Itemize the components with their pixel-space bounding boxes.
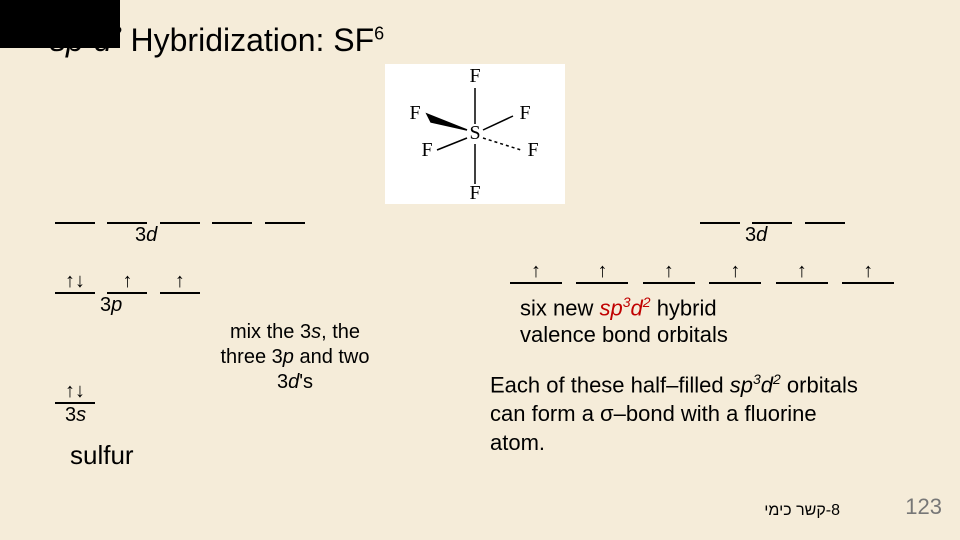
orbital-slot: ↑	[107, 270, 147, 294]
orbital-slot: ↑	[160, 270, 200, 294]
mix-text: , the	[321, 321, 360, 343]
left-3p-label: 3p	[100, 294, 122, 317]
left-3p-orbitals: ↑↓ ↑ ↑	[55, 270, 208, 294]
left-3s-label: 3s	[65, 404, 86, 427]
title-rest: Hybridization: SF	[122, 22, 375, 58]
orbital-slot: ↑↓	[55, 380, 95, 404]
orbital-slot	[212, 200, 252, 224]
text: six new	[520, 295, 599, 320]
orbital-slot	[805, 200, 845, 224]
sp-text: sp	[730, 372, 753, 397]
text: Each of these half–filled	[490, 372, 730, 397]
page-number: 123	[905, 494, 942, 520]
orbital-slot: ↑	[709, 260, 761, 284]
sf6-center: S	[469, 122, 480, 144]
mix-text: 3	[277, 371, 288, 393]
atom-label: sulfur	[70, 440, 134, 471]
text: valence bond orbitals	[520, 322, 728, 347]
page-title: sp3d2 Hybridization: SF6	[50, 22, 384, 59]
title-sp: sp	[50, 22, 84, 58]
explanation-text: Each of these half–filled sp3d2 orbitals…	[490, 370, 860, 457]
orbital-slot	[752, 200, 792, 224]
left-3d-orbitals	[55, 200, 313, 224]
orbital-slot	[55, 200, 95, 224]
sup-text: 2	[643, 294, 651, 310]
sf6-f-right: F	[527, 139, 538, 161]
orbital-slot	[700, 200, 740, 224]
mix-d: d	[288, 371, 299, 393]
sup-text: 2	[773, 371, 781, 387]
orbital-slot	[160, 200, 200, 224]
hybrid-orbitals: ↑ ↑ ↑ ↑ ↑ ↑	[510, 260, 904, 284]
orbital-slot: ↑	[842, 260, 894, 284]
mix-description: mix the 3s, the three 3p and two 3d's	[195, 320, 395, 395]
left-3s-orbitals: ↑↓	[55, 380, 103, 404]
sup-text: 3	[753, 371, 761, 387]
mix-text: three 3	[221, 346, 283, 368]
title-d: d	[94, 22, 112, 58]
sf6-f-top: F	[469, 65, 480, 87]
hybrid-label: six new sp3d2 hybrid valence bond orbita…	[520, 294, 840, 348]
orbital-slot: ↑	[643, 260, 695, 284]
orbital-slot: ↑	[776, 260, 828, 284]
sf6-f-left: F	[421, 139, 432, 161]
mix-text: 's	[299, 371, 313, 393]
left-3d-label: 33dd	[135, 224, 157, 247]
mix-text: mix the 3	[230, 321, 311, 343]
footer-hebrew: 8-קשר כימי	[764, 502, 840, 520]
orbital-slot: ↑	[576, 260, 628, 284]
sf6-f-upright: F	[519, 102, 530, 124]
title-sup3: 3	[84, 23, 94, 43]
d-text: d	[631, 295, 643, 320]
mix-text: and two	[294, 346, 370, 368]
sf6-structure: S F F F F F F	[385, 64, 565, 204]
sp-text: sp	[599, 295, 622, 320]
text: hybrid	[651, 295, 717, 320]
sup-text: 3	[623, 294, 631, 310]
sf6-f-upleft: F	[409, 102, 420, 124]
right-3d-orbitals	[700, 200, 853, 224]
orbital-slot	[107, 200, 147, 224]
mix-p: p	[283, 346, 294, 368]
right-3d-label: 3d	[745, 224, 767, 247]
orbital-slot	[265, 200, 305, 224]
orbital-slot: ↑	[510, 260, 562, 284]
orbital-slot: ↑↓	[55, 270, 95, 294]
sf6-f-bottom: F	[469, 182, 480, 204]
title-sup2: 2	[112, 23, 122, 43]
title-sub6: 6	[374, 23, 384, 43]
mix-s: s	[311, 321, 321, 343]
d-text: d	[761, 372, 773, 397]
